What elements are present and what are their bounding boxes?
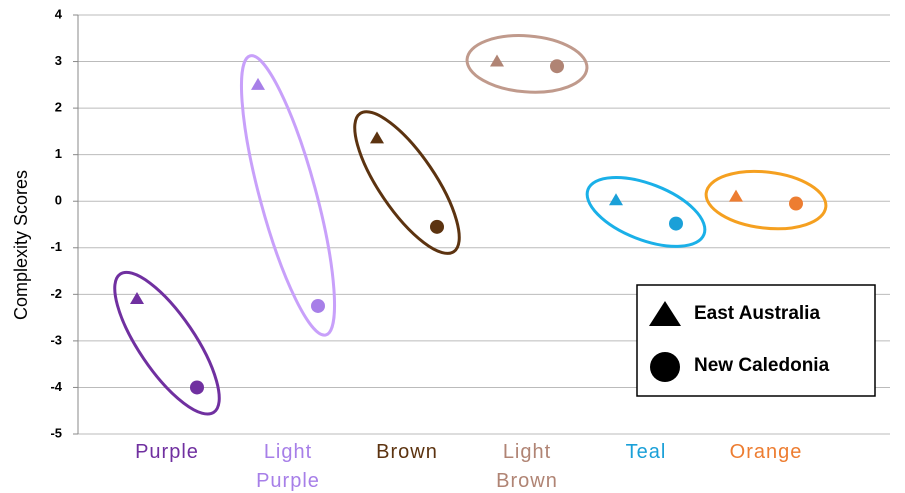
point [130, 291, 144, 304]
group-ellipse [465, 34, 589, 94]
point [550, 59, 564, 74]
y-tick-label: 2 [55, 100, 62, 115]
x-tick-label: Orange [729, 441, 803, 463]
group-ellipse [704, 169, 828, 231]
group-ellipse [239, 54, 337, 337]
y-tick-label: -5 [50, 425, 62, 440]
group-ellipse [585, 175, 707, 248]
point [251, 77, 265, 90]
group-ellipse [113, 270, 221, 416]
y-tick-label: -2 [50, 286, 62, 301]
group-ellipse [353, 110, 461, 255]
point [370, 131, 384, 144]
legend-box [636, 284, 876, 397]
point [430, 219, 444, 234]
y-tick-label: -3 [50, 332, 62, 347]
legend-marker [649, 301, 681, 326]
point [789, 196, 803, 211]
x-tick-label: Brown [376, 441, 438, 463]
x-tick-label: Teal [625, 441, 667, 463]
y-tick-label: 3 [55, 53, 62, 68]
point [609, 193, 623, 206]
x-tick-label: Light Brown [496, 441, 558, 492]
x-tick-label: Light Purple [256, 441, 320, 492]
point [669, 216, 683, 231]
point [311, 298, 325, 313]
y-axis-label: Complexity Scores [11, 170, 31, 320]
point [190, 380, 204, 395]
y-tick-label: -1 [50, 239, 62, 254]
x-tick-label: Purple [135, 441, 199, 463]
point [490, 54, 504, 67]
legend-marker [650, 352, 680, 382]
y-tick-label: 1 [55, 146, 62, 161]
legend-label: East Australia [694, 303, 821, 324]
y-tick-label: 4 [55, 6, 63, 21]
point [729, 189, 743, 202]
y-tick-label: -4 [50, 379, 62, 394]
y-tick-label: 0 [55, 193, 62, 208]
legend-label: New Caledonia [694, 355, 830, 376]
